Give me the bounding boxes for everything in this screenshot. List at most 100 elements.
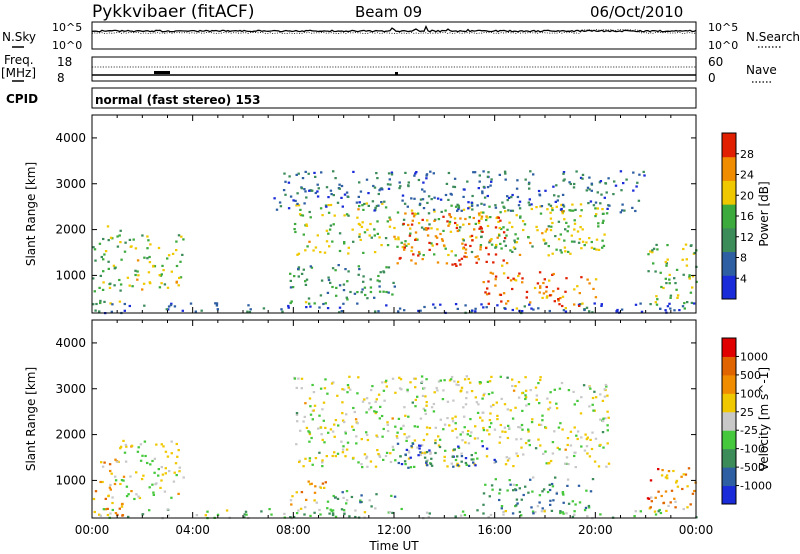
heatmap-cell — [297, 204, 301, 207]
heatmap-cell — [344, 268, 347, 271]
heatmap-cell — [393, 235, 396, 238]
heatmap-cell — [479, 245, 482, 249]
heatmap-cell — [602, 244, 606, 247]
heatmap-cell — [504, 307, 507, 310]
heatmap-cell — [551, 452, 555, 455]
colorbar-segment — [722, 430, 736, 450]
heatmap-cell — [454, 458, 458, 462]
heatmap-cell — [432, 208, 436, 211]
heatmap-cell — [480, 202, 483, 205]
heatmap-cell — [669, 501, 672, 504]
heatmap-cell — [307, 430, 310, 433]
heatmap-cell — [123, 250, 127, 253]
heatmap-cell — [477, 219, 481, 222]
heatmap-cell — [425, 378, 428, 381]
heatmap-cell — [573, 426, 576, 429]
heatmap-cell — [527, 236, 530, 239]
heatmap-cell — [676, 296, 679, 299]
heatmap-cell — [283, 172, 286, 175]
heatmap-cell — [108, 486, 112, 489]
heatmap-cell — [489, 184, 492, 187]
heatmap-cell — [432, 402, 436, 406]
heatmap-cell — [490, 238, 493, 241]
heatmap-cell — [468, 216, 471, 219]
noise-sky-trace — [91, 25, 697, 33]
heatmap-cell — [604, 383, 608, 387]
heatmap-cell — [314, 191, 317, 195]
heatmap-cell — [538, 194, 542, 197]
heatmap-cell — [522, 493, 525, 497]
heatmap-cell — [385, 379, 388, 382]
heatmap-cell — [494, 204, 497, 207]
heatmap-cell — [109, 302, 112, 305]
heatmap-cell — [125, 495, 129, 498]
y-tick-label: 3000 — [55, 177, 86, 191]
heatmap-cell — [686, 301, 689, 304]
heatmap-cell — [455, 226, 459, 230]
heatmap-cell — [388, 225, 392, 228]
heatmap-cell — [495, 243, 498, 247]
heatmap-cell — [486, 194, 489, 198]
heatmap-cell — [361, 466, 364, 469]
heatmap-cell — [425, 433, 429, 436]
heatmap-cell — [440, 210, 443, 213]
heatmap-cell — [398, 387, 402, 390]
heatmap-cell — [321, 482, 325, 485]
heatmap-cell — [177, 492, 180, 495]
heatmap-cell — [410, 246, 414, 249]
heatmap-cell — [622, 182, 625, 185]
heatmap-cell — [581, 302, 584, 305]
heatmap-cell — [507, 209, 510, 212]
heatmap-cell — [304, 190, 307, 193]
heatmap-cell — [538, 271, 542, 274]
heatmap-cell — [293, 275, 296, 278]
heatmap-cell — [377, 453, 380, 456]
heatmap-cell — [436, 261, 440, 264]
heatmap-cell — [493, 458, 496, 461]
heatmap-cell — [161, 473, 165, 476]
freq-strip-frame — [91, 56, 697, 82]
x-tick-label: 00:00 — [679, 523, 714, 537]
heatmap-cell — [518, 200, 522, 203]
heatmap-cell — [425, 461, 428, 464]
heatmap-cell — [385, 266, 388, 269]
heatmap-cell — [576, 285, 579, 288]
heatmap-cell — [500, 227, 503, 231]
heatmap-cell — [518, 253, 522, 256]
heatmap-cell — [450, 204, 453, 207]
heatmap-cell — [388, 178, 391, 181]
heatmap-cell — [103, 300, 106, 303]
heatmap-cell — [502, 231, 506, 234]
heatmap-cell — [444, 449, 447, 452]
heatmap-cell — [433, 219, 436, 222]
heatmap-cell — [309, 189, 312, 192]
heatmap-cell — [488, 419, 492, 422]
heatmap-cell — [616, 308, 619, 312]
heatmap-cell — [297, 172, 300, 175]
heatmap-cell — [567, 463, 570, 466]
heatmap-cell — [538, 423, 541, 426]
heatmap-cell — [539, 376, 542, 379]
heatmap-cell — [418, 447, 421, 450]
heatmap-cell — [423, 386, 426, 390]
heatmap-cell — [577, 241, 581, 244]
heatmap-cell — [362, 280, 365, 283]
heatmap-cell — [524, 442, 528, 445]
heatmap-cell — [128, 284, 131, 287]
heatmap-cell — [685, 264, 689, 267]
heatmap-cell — [516, 195, 520, 199]
heatmap-cell — [529, 170, 532, 173]
heatmap-cell — [356, 422, 359, 425]
heatmap-cell — [327, 278, 331, 282]
heatmap-cell — [573, 451, 576, 454]
heatmap-cell — [552, 290, 555, 293]
heatmap-cell — [474, 307, 477, 310]
heatmap-cell — [614, 184, 618, 187]
heatmap-cell — [304, 301, 308, 304]
heatmap-cell — [580, 445, 583, 448]
nave-right-tick-bottom: 0 — [708, 71, 716, 85]
heatmap-cell — [449, 215, 453, 219]
heatmap-cell — [321, 459, 324, 462]
heatmap-cell — [374, 465, 378, 468]
